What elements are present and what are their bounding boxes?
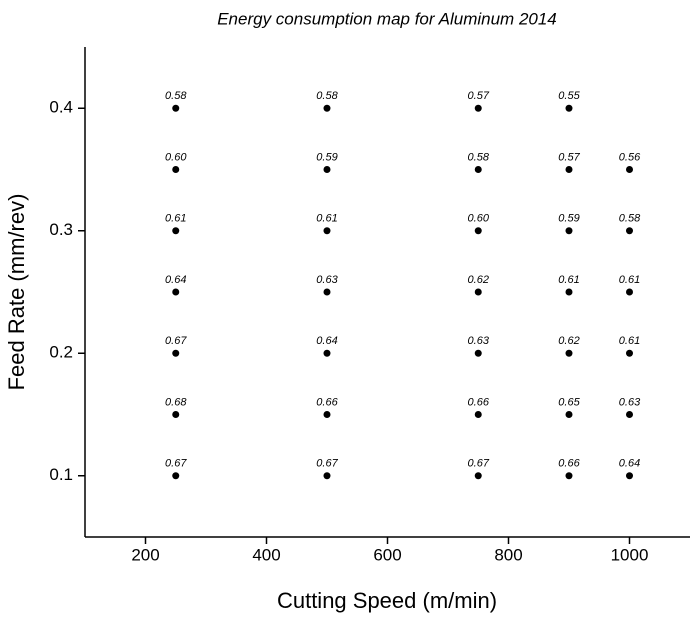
value-label: 0.67 bbox=[165, 458, 187, 470]
value-label: 0.66 bbox=[558, 458, 580, 470]
point bbox=[172, 288, 180, 296]
point bbox=[172, 411, 180, 418]
point bbox=[474, 349, 482, 357]
value-label: 0.60 bbox=[165, 151, 187, 163]
value-label: 0.62 bbox=[558, 335, 579, 347]
value-label: 0.56 bbox=[619, 151, 641, 163]
value-label: 0.63 bbox=[468, 335, 490, 347]
value-label: 0.58 bbox=[316, 90, 338, 102]
y-tick-label: 0.2 bbox=[49, 343, 73, 362]
value-label: 0.67 bbox=[468, 458, 490, 470]
point bbox=[565, 349, 573, 357]
value-label: 0.61 bbox=[316, 213, 337, 225]
value-label: 0.64 bbox=[316, 335, 337, 347]
value-label: 0.64 bbox=[619, 458, 640, 470]
value-label: 0.57 bbox=[558, 151, 580, 163]
point bbox=[565, 227, 573, 235]
value-label: 0.64 bbox=[165, 274, 186, 286]
x-tick-label: 800 bbox=[494, 545, 522, 564]
value-label: 0.58 bbox=[619, 213, 641, 225]
value-label: 0.61 bbox=[619, 335, 640, 347]
point bbox=[474, 288, 482, 296]
value-label: 0.59 bbox=[558, 213, 579, 225]
point bbox=[626, 288, 633, 296]
point bbox=[323, 288, 331, 296]
point bbox=[172, 104, 180, 112]
point bbox=[323, 349, 331, 357]
value-label: 0.66 bbox=[316, 396, 338, 408]
point bbox=[474, 472, 482, 480]
value-label: 0.63 bbox=[316, 274, 338, 286]
x-tick-label: 1000 bbox=[611, 545, 649, 564]
point bbox=[626, 411, 633, 418]
value-label: 0.61 bbox=[558, 274, 579, 286]
value-label: 0.65 bbox=[558, 396, 580, 408]
point bbox=[172, 166, 180, 173]
point bbox=[626, 349, 633, 357]
value-label: 0.62 bbox=[468, 274, 489, 286]
value-label: 0.55 bbox=[558, 90, 580, 102]
point bbox=[474, 411, 482, 418]
point bbox=[474, 104, 482, 112]
point bbox=[626, 472, 633, 480]
point bbox=[172, 472, 180, 480]
point bbox=[565, 472, 573, 480]
point bbox=[172, 227, 180, 235]
point bbox=[323, 166, 331, 173]
value-label: 0.58 bbox=[468, 151, 490, 163]
point bbox=[565, 288, 573, 296]
point bbox=[474, 227, 482, 235]
point bbox=[626, 166, 633, 173]
y-tick-label: 0.3 bbox=[49, 220, 73, 239]
x-tick-label: 600 bbox=[373, 545, 401, 564]
point bbox=[323, 227, 331, 235]
value-label: 0.57 bbox=[468, 90, 490, 102]
point bbox=[323, 411, 331, 418]
value-label: 0.60 bbox=[468, 213, 490, 225]
point bbox=[323, 472, 331, 480]
point bbox=[626, 227, 633, 235]
value-label: 0.63 bbox=[619, 396, 641, 408]
value-label: 0.58 bbox=[165, 90, 187, 102]
value-label: 0.67 bbox=[316, 458, 338, 470]
point bbox=[474, 166, 482, 173]
y-tick-label: 0.4 bbox=[49, 98, 73, 117]
x-tick-label: 200 bbox=[131, 545, 159, 564]
value-label: 0.59 bbox=[316, 151, 337, 163]
value-label: 0.68 bbox=[165, 396, 187, 408]
value-label: 0.61 bbox=[165, 213, 186, 225]
chart-title: Energy consumption map for Aluminum 2014 bbox=[217, 9, 557, 28]
value-label: 0.67 bbox=[165, 335, 187, 347]
value-label: 0.66 bbox=[468, 396, 490, 408]
point bbox=[565, 104, 573, 112]
value-label: 0.61 bbox=[619, 274, 640, 286]
y-axis-label: Feed Rate (mm/rev) bbox=[4, 194, 29, 391]
point bbox=[172, 349, 180, 357]
x-axis-label: Cutting Speed (m/min) bbox=[277, 588, 497, 613]
y-tick-label: 0.1 bbox=[49, 465, 73, 484]
point bbox=[323, 104, 331, 112]
x-tick-label: 400 bbox=[252, 545, 280, 564]
point bbox=[565, 166, 573, 173]
point bbox=[565, 411, 573, 418]
